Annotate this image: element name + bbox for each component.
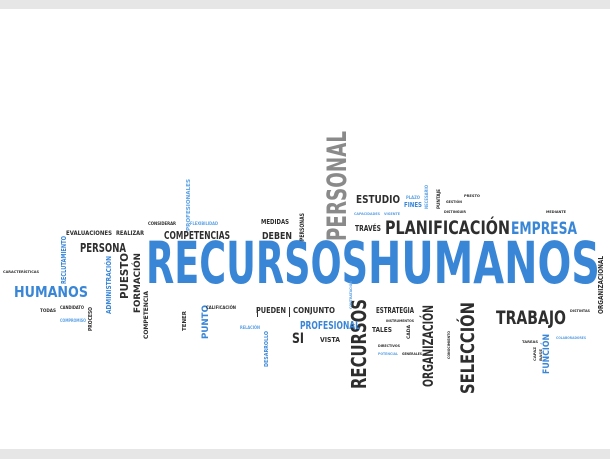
word-necesario: NECESARIO <box>424 184 429 209</box>
word-evaluaciones: EVALUACIONES <box>66 230 112 237</box>
word-puesto: PUESTO <box>118 253 131 299</box>
word-estrategia: ESTRATEGIA <box>376 306 415 315</box>
word-desarrollo: DESARROLLO <box>264 331 270 367</box>
word-proceso: PROCESO <box>88 307 94 331</box>
word-personas: PERSONAS <box>299 213 306 241</box>
word-profesional: PROFESIONAL <box>300 319 360 332</box>
word-pueden: PUEDEN <box>256 306 286 315</box>
word-competencia: COMPETENCIA <box>143 291 150 339</box>
word-gestion: GESTIÓN <box>446 199 462 204</box>
word-puntaje: PUNTAJE <box>436 189 441 209</box>
divider-bar <box>257 307 258 317</box>
word-organizacion: ORGANIZACIÓN <box>419 305 437 387</box>
word-capaz: CAPAZ <box>533 347 537 361</box>
word-compromiso: COMPROMISO <box>60 318 86 323</box>
word-cloud: RECURSOS HUMANOS PERSONAL PLANIFICACIÓN … <box>3 131 605 394</box>
word-estudio: ESTUDIO <box>356 193 400 206</box>
word-fines: FINES <box>404 201 422 209</box>
word-competencias: COMPETENCIAS <box>164 229 230 242</box>
word-si: SI <box>292 331 304 347</box>
word-tareas: TAREAS <box>522 340 539 344</box>
word-traves: TRAVÉS <box>355 222 381 233</box>
word-deben: DEBEN <box>262 231 292 242</box>
word-flexibilidad: FLEXIBILIDAD <box>190 221 219 226</box>
word-trabajo: TRABAJO <box>496 307 566 329</box>
word-recursos-vertical: RECURSOS <box>347 299 371 389</box>
word-cloud-image: RECURSOS HUMANOS PERSONAL PLANIFICACIÓN … <box>0 9 610 449</box>
word-cada: CADA <box>406 324 411 339</box>
word-administracion: ADMINISTRACIÓN <box>104 256 113 314</box>
word-tales: TALES <box>372 326 392 334</box>
word-seleccion: SELECCIÓN <box>455 302 479 394</box>
word-empresa: EMPRESA <box>511 219 578 239</box>
word-colaboradores: COLABORADORES <box>556 336 586 340</box>
divider-bar <box>289 307 290 317</box>
word-medidas: MEDIDAS <box>261 218 289 226</box>
word-instrumentos: INSTRUMENTOS <box>386 319 414 323</box>
word-organizacional: ORGANIZACIONAL <box>597 256 605 314</box>
word-candidato: CANDIDATO <box>60 305 85 310</box>
word-considerar: CONSIDERAR <box>148 221 176 226</box>
word-vista: VISTA <box>320 336 341 344</box>
word-tener: TENER <box>182 311 188 331</box>
word-distintas: DISTINTAS <box>570 309 590 313</box>
word-formacion: FORMACIÓN <box>131 253 143 313</box>
word-conjunto: CONJUNTO <box>293 306 335 315</box>
word-potencial: POTENCIAL <box>378 352 399 356</box>
word-plazo: PLAZO <box>406 195 421 200</box>
word-base: BASE <box>539 348 543 361</box>
word-todas: TODAS <box>40 308 56 313</box>
word-recursos-main: RECURSOS <box>146 229 368 297</box>
word-presto: PRESTO <box>464 194 480 198</box>
word-vigente: VIGENTE <box>384 212 401 216</box>
word-capacidades: CAPACIDADES <box>354 212 380 216</box>
word-humanos-main: HUMANOS <box>368 229 600 297</box>
word-calificacion: CALIFICACIÓN <box>206 305 236 310</box>
word-caracteristicas: CARACTERÍSTICAS <box>3 269 39 274</box>
word-profesionales: PROFESIONALES <box>186 179 192 231</box>
word-humanos-small: HUMANOS <box>14 283 88 301</box>
word-directivos: DIRECTIVOS <box>378 344 400 348</box>
word-generales: GENERALES <box>402 352 422 356</box>
word-mediante: MEDIANTE <box>546 210 567 214</box>
word-persona: PERSONA <box>80 241 127 255</box>
word-conocimiento: CONOCIMIENTO <box>447 331 451 359</box>
word-personal: PERSONAL <box>322 131 353 241</box>
word-planificacion: PLANIFICACIÓN <box>385 215 510 239</box>
word-realizar: REALIZAR <box>116 230 144 237</box>
word-funcion: FUNCIÓN <box>540 334 552 374</box>
word-distinguir: DISTINGUIR <box>444 210 466 214</box>
word-relacion: RELACIÓN <box>240 325 260 330</box>
word-reclutamiento: RECLUTAMIENTO <box>60 236 68 284</box>
word-contratacion: CONTRATACIÓN <box>348 281 353 309</box>
word-punto: PUNTO <box>201 305 211 339</box>
